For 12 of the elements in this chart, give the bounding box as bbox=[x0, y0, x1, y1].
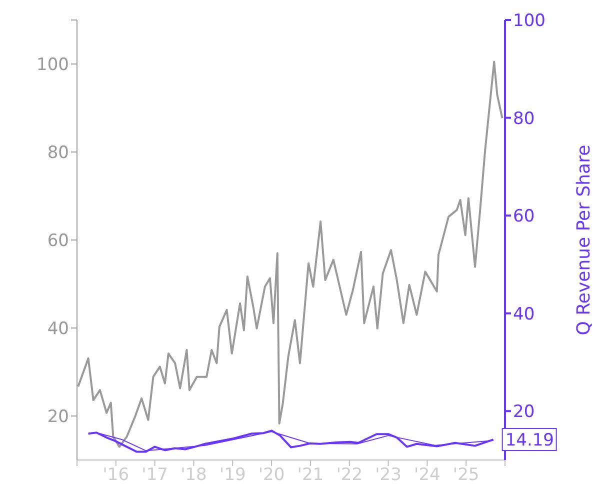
data-label: 14.19 bbox=[505, 430, 554, 451]
y2-tick-label: 100 bbox=[513, 11, 546, 32]
y2-tick-label: 20 bbox=[513, 402, 535, 422]
y-tick-label: 60 bbox=[47, 231, 69, 252]
y-tick-label: 100 bbox=[36, 55, 69, 76]
y-tick-label: 80 bbox=[47, 143, 69, 164]
y2-tick-label: 40 bbox=[513, 304, 535, 324]
y2-axis-title: Q Revenue Per Share bbox=[573, 144, 594, 336]
y-tick-label: 40 bbox=[47, 319, 69, 340]
y2-tick-label: 60 bbox=[513, 206, 535, 227]
y2-tick-label: 80 bbox=[513, 108, 535, 129]
y-tick-label: 20 bbox=[47, 407, 69, 428]
